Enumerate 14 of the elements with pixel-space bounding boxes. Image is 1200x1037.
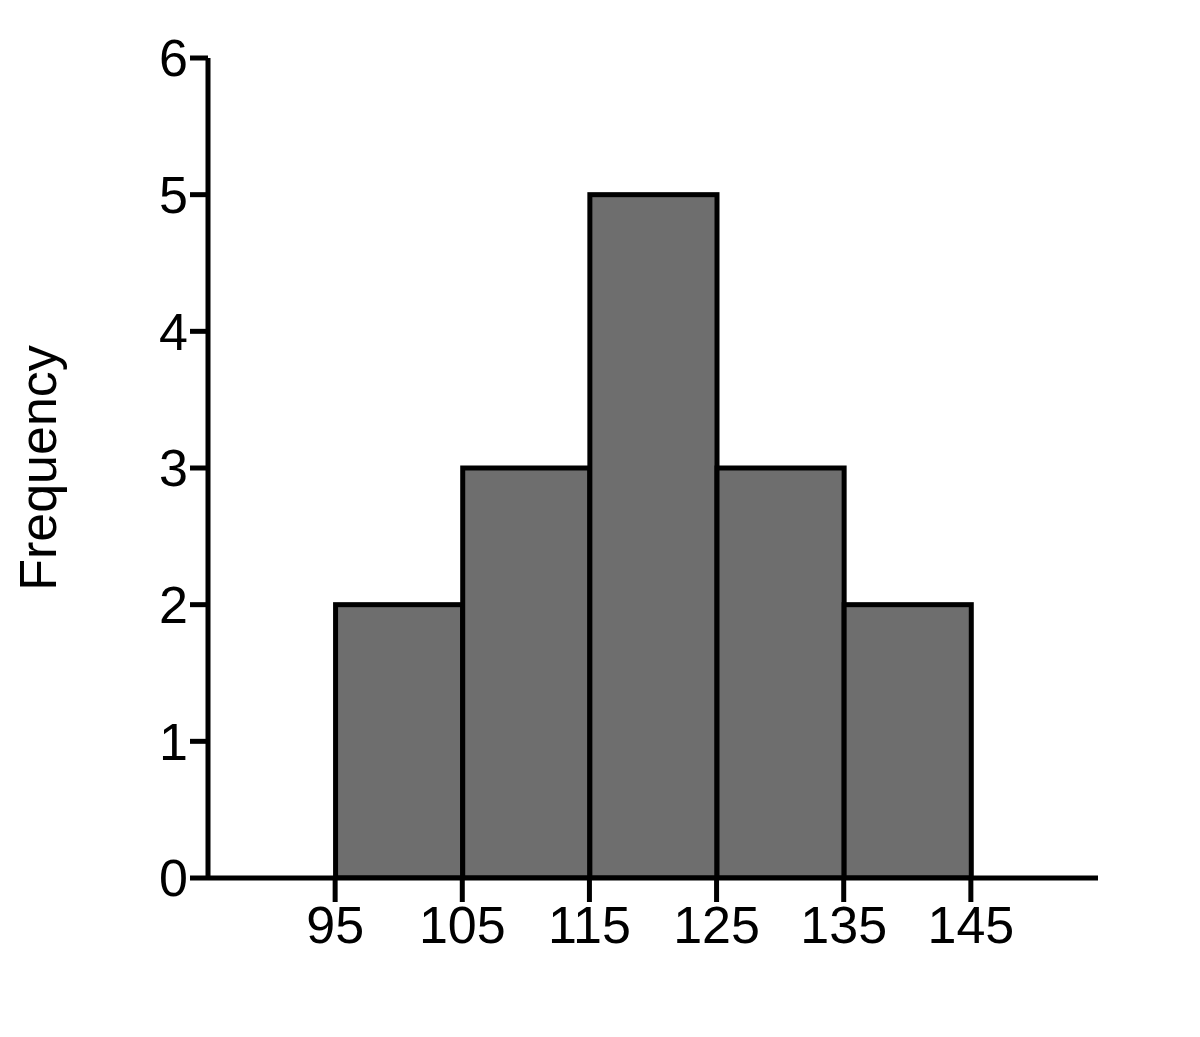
y-tick-label: 5 bbox=[159, 166, 188, 225]
y-tick-label: 6 bbox=[159, 29, 188, 88]
y-tick-label: 3 bbox=[159, 439, 188, 498]
y-tick-label: 2 bbox=[159, 576, 188, 635]
y-tick-label: 1 bbox=[159, 712, 188, 771]
x-tick-label: 115 bbox=[547, 895, 631, 954]
x-tick-label: 125 bbox=[673, 895, 760, 954]
x-tick-label: 135 bbox=[800, 895, 888, 954]
x-tick-label: 105 bbox=[418, 895, 506, 954]
y-axis-title: Frequency bbox=[9, 345, 68, 591]
y-tick-label: 0 bbox=[159, 849, 188, 908]
x-tick-label: 95 bbox=[306, 895, 365, 954]
x-tick-label: 145 bbox=[927, 895, 1015, 954]
y-tick-label: 4 bbox=[159, 302, 188, 361]
